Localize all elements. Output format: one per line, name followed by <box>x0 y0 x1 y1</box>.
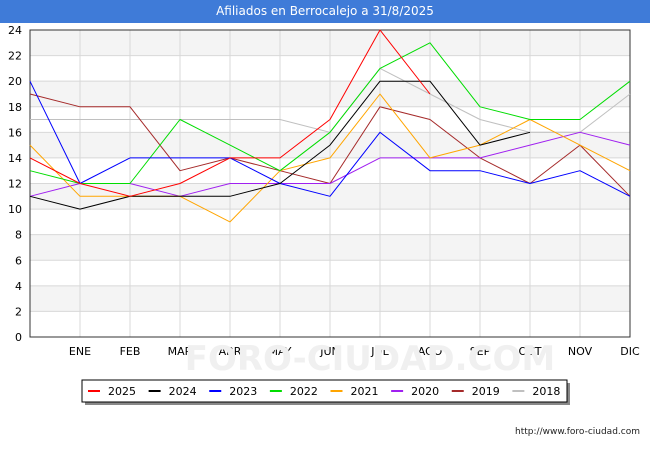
source-url: http://www.foro-ciudad.com <box>515 427 640 437</box>
y-tick-label: 6 <box>15 254 22 267</box>
y-tick-label: 4 <box>15 280 22 293</box>
watermark: FORO-CIUDAD.COM <box>185 339 556 379</box>
plot-border <box>29 29 631 338</box>
x-tick-label: JUN <box>319 345 340 358</box>
y-tick-label: 10 <box>8 203 22 216</box>
y-tick-label: 22 <box>8 50 22 63</box>
x-tick-label: AGO <box>418 345 443 358</box>
legend <box>81 379 568 403</box>
series-line-2022 <box>29 42 631 184</box>
x-tick-label: NOV <box>568 345 593 358</box>
x-tick-label: OCT <box>518 345 541 358</box>
x-tick-label: MAY <box>269 345 292 358</box>
y-tick-label: 18 <box>8 101 22 114</box>
series-line-2025 <box>29 29 431 197</box>
legend-label-2025: 2025 <box>108 385 136 398</box>
x-tick-label: SEP <box>470 345 491 358</box>
legend-label-2018: 2018 <box>532 385 560 398</box>
y-tick-label: 2 <box>15 305 22 318</box>
legend-label-2024: 2024 <box>169 385 197 398</box>
legend-label-2020: 2020 <box>411 385 439 398</box>
x-tick-label: FEB <box>120 345 141 358</box>
y-tick-label: 0 <box>15 331 22 344</box>
chart-title: Afiliados en Berrocalejo a 31/8/2025 <box>0 0 650 23</box>
legend-label-2021: 2021 <box>351 385 379 398</box>
legend-label-2022: 2022 <box>290 385 318 398</box>
y-tick-label: 20 <box>8 75 22 88</box>
y-tick-label: 24 <box>8 24 22 37</box>
y-tick-label: 8 <box>15 229 22 242</box>
x-tick-label: MAR <box>168 345 193 358</box>
series-line-2023 <box>29 80 631 197</box>
series-line-2024 <box>29 80 531 210</box>
legend-label-2023: 2023 <box>229 385 257 398</box>
legend-label-2019: 2019 <box>472 385 500 398</box>
x-tick-label: ABR <box>219 345 242 358</box>
x-tick-label: JUL <box>370 345 389 358</box>
y-tick-label: 12 <box>8 178 22 191</box>
x-tick-label: ENE <box>69 345 91 358</box>
y-tick-label: 14 <box>8 152 22 165</box>
x-tick-label: DIC <box>620 345 640 358</box>
y-tick-label: 16 <box>8 126 22 139</box>
